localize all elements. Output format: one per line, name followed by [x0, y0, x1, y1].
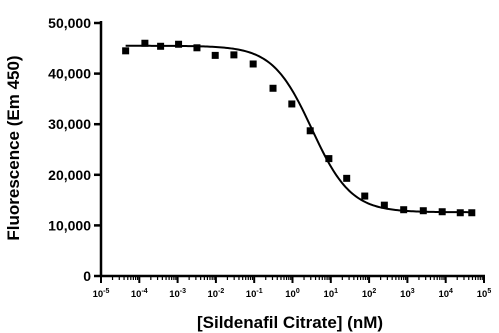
data-points: [122, 39, 476, 217]
y-tick-label: 50,000: [48, 15, 91, 31]
y-tick-label: 30,000: [48, 116, 91, 132]
data-point: [400, 206, 408, 214]
x-tick-label: 10-3: [169, 288, 186, 300]
data-point: [288, 100, 296, 108]
data-point: [438, 208, 446, 216]
data-point: [468, 209, 476, 217]
x-tick-label: 10-2: [207, 288, 224, 300]
x-tick-label: 10-4: [131, 288, 148, 300]
data-point: [157, 42, 165, 50]
data-point: [175, 40, 183, 48]
data-point: [249, 60, 257, 68]
data-point: [193, 44, 201, 52]
data-point: [419, 207, 427, 215]
fit-curve: [125, 44, 472, 214]
x-tick-label: 104: [438, 288, 453, 300]
y-axis-title: Fluorescence (Em 450): [4, 55, 23, 240]
x-tick-label: 101: [324, 288, 339, 300]
data-point: [361, 192, 369, 200]
data-point: [380, 201, 388, 209]
data-point: [306, 127, 314, 135]
x-tick-label: 102: [362, 288, 377, 300]
data-point: [325, 155, 333, 163]
x-tick-label: 100: [285, 288, 300, 300]
y-axis-ticks: 0 10,000 20,000 30,000 40,000 50,000: [48, 15, 101, 284]
data-point: [343, 174, 351, 182]
y-tick-label: 40,000: [48, 66, 91, 82]
data-point: [141, 39, 149, 47]
data-point: [122, 47, 130, 55]
x-tick-label: 10-1: [246, 288, 263, 300]
x-axis-title: [Sildenafil Citrate] (nM): [197, 313, 383, 332]
data-point: [456, 209, 464, 217]
y-tick-label: 20,000: [48, 167, 91, 183]
data-point: [230, 51, 238, 59]
x-tick-label: 103: [400, 288, 415, 300]
x-axis-ticks: 10-5 10-4 10-3 10-2 10-1 100 101 102 103 104 105: [93, 276, 492, 300]
y-tick-label: 10,000: [48, 217, 91, 233]
data-point: [269, 84, 277, 92]
x-tick-label: 10-5: [93, 288, 110, 300]
y-tick-label: 0: [83, 268, 91, 284]
x-tick-label: 105: [477, 288, 492, 300]
data-point: [211, 51, 219, 59]
